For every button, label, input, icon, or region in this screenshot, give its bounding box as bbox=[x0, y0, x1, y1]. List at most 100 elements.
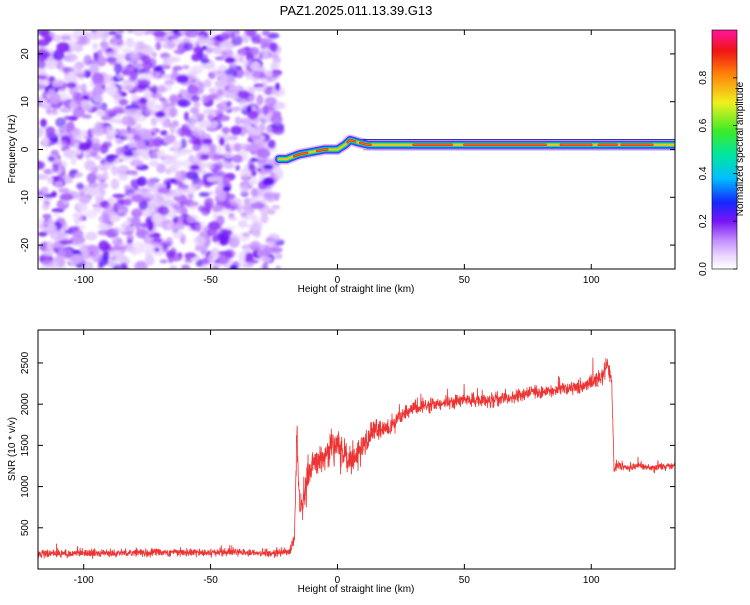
noise-blob bbox=[110, 178, 120, 190]
noise-blob bbox=[144, 255, 155, 266]
colorbar-swatch bbox=[712, 69, 737, 73]
noise-blob bbox=[275, 82, 280, 91]
noise-blob bbox=[105, 154, 116, 163]
colorbar: 0.0 0.2 0.4 0.6 0.8 Normalized spectral ampl… bbox=[698, 29, 746, 276]
noise-blob bbox=[102, 213, 111, 224]
noise-blob bbox=[111, 166, 119, 176]
noise-blob bbox=[53, 34, 61, 43]
noise-blob bbox=[240, 117, 251, 126]
colorbar-swatch bbox=[712, 133, 737, 137]
noise-blob bbox=[59, 193, 74, 201]
colorbar-swatch bbox=[712, 111, 737, 115]
noise-blob bbox=[112, 193, 126, 198]
noise-blob bbox=[150, 117, 158, 126]
noise-blob bbox=[153, 30, 167, 38]
y-tick-label: 1000 bbox=[20, 475, 31, 498]
snr-x-ticks: -100 -50 0 50 100 bbox=[74, 330, 600, 586]
noise-blob bbox=[109, 250, 123, 257]
noise-blob bbox=[177, 185, 190, 194]
colorbar-swatch bbox=[712, 189, 737, 192]
noise-blob bbox=[126, 60, 139, 66]
noise-blob bbox=[146, 178, 155, 188]
noise-blob bbox=[43, 221, 52, 226]
noise-blob bbox=[216, 88, 224, 97]
noise-blob bbox=[172, 140, 181, 150]
noise-blob bbox=[164, 199, 175, 207]
colorbar-swatch bbox=[712, 149, 737, 153]
noise-blob bbox=[162, 194, 172, 201]
ridge-core-highlight bbox=[359, 142, 371, 146]
noise-blob bbox=[243, 198, 251, 205]
noise-blob bbox=[38, 191, 45, 197]
noise-blob bbox=[252, 220, 263, 232]
y-tick-label: 500 bbox=[20, 519, 31, 536]
noise-blob bbox=[50, 149, 59, 156]
colorbar-swatch bbox=[712, 95, 737, 99]
colorbar-swatch bbox=[712, 175, 737, 178]
noise-blob bbox=[143, 89, 153, 100]
noise-blob bbox=[91, 72, 105, 84]
snr-x-axis-label: Height of straight line (km) bbox=[298, 584, 415, 595]
noise-blob bbox=[252, 70, 266, 79]
noise-blob bbox=[219, 137, 225, 146]
colorbar-swatch bbox=[712, 127, 737, 131]
noise-blob bbox=[222, 185, 231, 192]
noise-blob bbox=[242, 232, 251, 238]
colorbar-swatch bbox=[712, 227, 737, 230]
noise-blob bbox=[198, 49, 204, 61]
noise-blob bbox=[188, 154, 196, 163]
noise-blob bbox=[154, 247, 160, 253]
noise-blob bbox=[62, 66, 74, 73]
colorbar-swatch bbox=[712, 167, 737, 171]
noise-blob bbox=[198, 119, 212, 128]
noise-blob bbox=[225, 229, 233, 236]
noise-blob bbox=[271, 204, 281, 210]
noise-blob bbox=[203, 79, 212, 88]
colorbar-swatch bbox=[712, 205, 737, 208]
noise-blob bbox=[212, 205, 221, 213]
noise-blob bbox=[258, 123, 266, 133]
colorbar-swatch bbox=[712, 249, 737, 252]
colorbar-swatch bbox=[712, 157, 737, 161]
colorbar-swatch bbox=[712, 153, 737, 157]
noise-blob bbox=[156, 163, 166, 174]
noise-blob bbox=[67, 121, 75, 132]
noise-blob bbox=[52, 163, 60, 173]
noise-blob bbox=[232, 236, 239, 247]
noise-blob bbox=[60, 35, 71, 41]
noise-blob bbox=[261, 48, 270, 59]
noise-blob bbox=[61, 175, 72, 180]
noise-blob bbox=[271, 59, 280, 69]
colorbar-swatch bbox=[712, 143, 737, 147]
noise-blob bbox=[169, 94, 179, 104]
y-tick-label: 10 bbox=[20, 96, 31, 108]
ridge-core-highlight bbox=[316, 149, 328, 152]
noise-blob bbox=[151, 213, 163, 224]
colorbar-swatch bbox=[712, 137, 737, 141]
colorbar-swatch bbox=[712, 225, 737, 228]
colorbar-swatch bbox=[712, 241, 737, 244]
colorbar-tick-label: 0.6 bbox=[698, 118, 709, 132]
noise-blob bbox=[125, 37, 134, 48]
noise-blob bbox=[164, 79, 175, 86]
noise-blob bbox=[129, 159, 144, 167]
noise-blob bbox=[47, 176, 54, 184]
noise-blob bbox=[261, 77, 270, 83]
noise-blob bbox=[123, 184, 132, 192]
colorbar-tick-label: 0.2 bbox=[698, 214, 709, 228]
colorbar-swatch bbox=[712, 119, 737, 123]
noise-blob bbox=[100, 165, 108, 172]
colorbar-swatch bbox=[712, 191, 737, 194]
colorbar-swatch bbox=[712, 215, 737, 218]
colorbar-swatch bbox=[712, 263, 737, 266]
noise-blob bbox=[113, 226, 121, 235]
noise-blob bbox=[191, 95, 200, 103]
noise-blob bbox=[224, 57, 236, 64]
noise-blob bbox=[212, 234, 219, 243]
noise-blob bbox=[190, 201, 199, 207]
noise-blob bbox=[52, 49, 65, 61]
noise-blob bbox=[116, 30, 125, 34]
noise-blob bbox=[272, 125, 285, 135]
noise-blob bbox=[163, 134, 176, 144]
colorbar-swatch bbox=[712, 115, 737, 119]
